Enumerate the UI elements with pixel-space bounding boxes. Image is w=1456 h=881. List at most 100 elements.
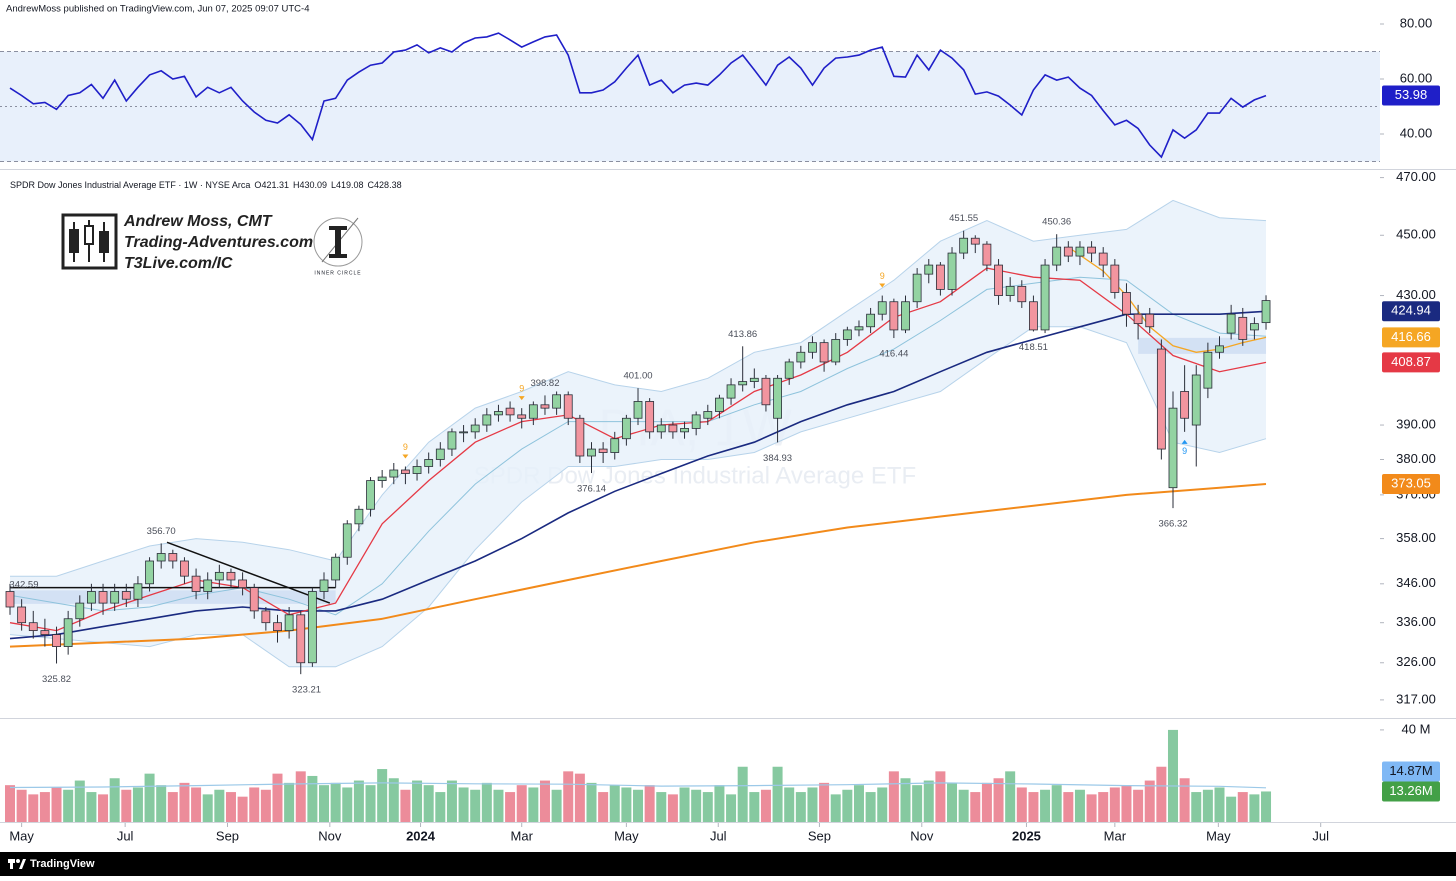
volume-bar: [63, 789, 74, 822]
volume-bar: [679, 787, 690, 822]
candle-body: [598, 448, 608, 453]
candle-body: [307, 591, 317, 664]
footer-text: TradingView: [30, 858, 95, 870]
price-box-label: 373.05: [1391, 475, 1431, 490]
trendline: [166, 541, 331, 604]
candle-body: [726, 384, 736, 399]
volume-bar: [1133, 789, 1144, 822]
candle-body: [180, 560, 189, 577]
candle-body: [796, 351, 806, 363]
volume-bar: [1063, 792, 1074, 822]
volume-bar: [633, 789, 644, 822]
brand-site: Trading-Adventures.com: [124, 234, 313, 251]
volume-bar: [830, 794, 841, 822]
signal-label: 9: [880, 271, 885, 281]
volume-bar: [377, 769, 388, 822]
candle-body: [540, 404, 550, 409]
candle-body: [819, 342, 829, 363]
ohlc-value: 428.38: [374, 180, 402, 190]
candle-body: [389, 469, 399, 478]
volume-bar: [156, 785, 167, 822]
badge-circle: [313, 217, 363, 267]
volume-bar: [1214, 787, 1225, 822]
volume-pane: [5, 729, 1272, 822]
volume-bar: [202, 794, 213, 822]
price-box-label: 416.66: [1391, 329, 1431, 344]
candle-body: [133, 583, 143, 600]
candle-body: [63, 618, 73, 647]
candle-body: [1180, 391, 1190, 419]
volume-bar: [598, 792, 609, 822]
volume-bar: [726, 794, 737, 822]
volume-bar: [342, 787, 353, 822]
volume-bar: [51, 787, 62, 822]
candle-body: [17, 606, 27, 624]
signal-arrow: [518, 396, 525, 401]
candle-body: [1098, 252, 1108, 266]
ohlc-letter: C: [368, 180, 375, 190]
volume-bar: [819, 782, 830, 822]
volume-bar: [353, 780, 364, 822]
volume-bar: [970, 792, 981, 822]
volume-bar: [551, 789, 562, 822]
y-tick-label: 380.00: [1396, 451, 1436, 466]
candle-body: [621, 417, 631, 440]
price-annotation: 384.93: [763, 453, 792, 464]
candle-body: [470, 424, 480, 433]
x-tick-label: May: [9, 828, 34, 843]
candle-body: [1005, 285, 1015, 296]
candle-body: [366, 480, 375, 510]
candle-body: [656, 424, 666, 433]
candle-body: [168, 553, 178, 562]
candle-body: [261, 610, 271, 624]
candle-body: [982, 243, 992, 266]
price-annotation: 366.32: [1158, 519, 1187, 530]
volume-bar: [412, 780, 423, 822]
volume-bar: [505, 792, 516, 822]
price-annotation: 342.59: [9, 579, 38, 590]
brand-name: Andrew Moss, CMT: [123, 213, 273, 230]
candle-body: [1087, 246, 1096, 254]
y-tick-label: 470.00: [1396, 169, 1436, 184]
volume-bar: [1086, 794, 1097, 822]
volume-bar: [621, 787, 632, 822]
moving-average: [9, 310, 1267, 640]
signal-arrow: [879, 283, 886, 288]
volume-bar: [644, 785, 655, 822]
candle-body: [1156, 348, 1166, 450]
price-box: [1382, 301, 1440, 322]
candle-body: [319, 579, 329, 592]
candle-body: [412, 466, 422, 474]
volume-bar: [1156, 766, 1167, 822]
volume-bar: [714, 785, 725, 822]
candle-body: [1063, 246, 1073, 257]
volume-bar: [947, 782, 958, 822]
price-annotation: 401.00: [623, 371, 652, 382]
volume-bar: [539, 780, 550, 822]
badge-text: INNER CIRCLE: [314, 270, 361, 276]
candle-body: [447, 431, 457, 450]
volume-bar: [1144, 780, 1155, 822]
moving-average: [9, 483, 1267, 648]
candle-body: [98, 591, 108, 604]
price-annotation: 323.21: [292, 685, 321, 696]
candle-body: [691, 414, 701, 429]
candle-body: [273, 622, 282, 632]
candle-body: [1145, 313, 1155, 328]
volume-bar: [1226, 796, 1237, 822]
volume-bar: [656, 792, 667, 822]
volume-bar: [772, 766, 783, 822]
rsi-tick-label: 80.00: [1400, 15, 1433, 30]
candle-body: [959, 237, 969, 254]
candle-body: [935, 264, 945, 290]
x-tick-label: Nov: [910, 828, 934, 843]
y-tick-label: 430.00: [1396, 287, 1436, 302]
volume-bar: [1005, 771, 1016, 822]
candle-body: [877, 301, 887, 315]
band-lower: [9, 326, 1267, 668]
rsi-pane: [0, 32, 1380, 163]
volume-bar: [853, 785, 864, 822]
x-tick-label: 2025: [1012, 828, 1041, 843]
